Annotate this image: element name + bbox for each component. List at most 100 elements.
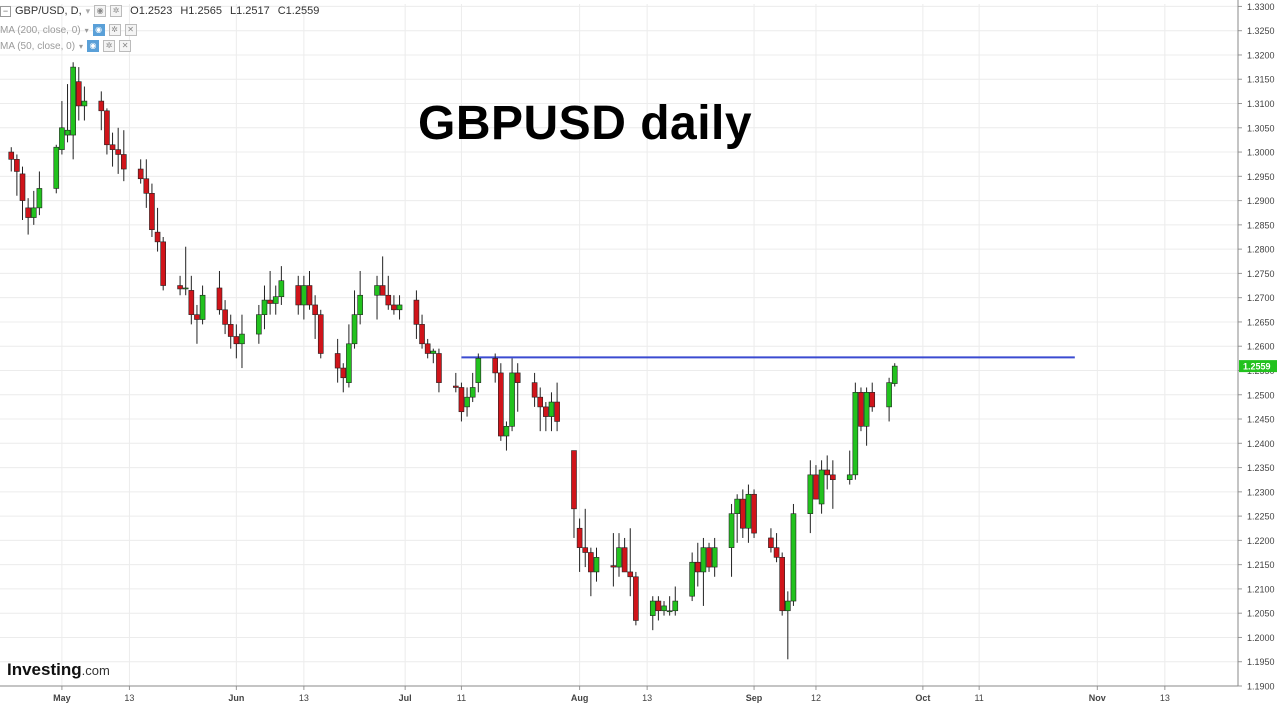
- y-tick-label: 1.1950: [1247, 657, 1275, 667]
- y-tick-label: 1.2450: [1247, 415, 1275, 425]
- candle-body: [706, 547, 712, 568]
- candle-body: [30, 207, 37, 218]
- ma50-gear-icon[interactable]: ✲: [103, 40, 116, 52]
- y-tick-label: 1.2400: [1247, 439, 1275, 449]
- candle-bullish: [59, 101, 65, 155]
- candle-body: [768, 537, 774, 548]
- candle-body: [475, 358, 482, 383]
- candle-body: [109, 144, 116, 150]
- candle-body: [121, 154, 127, 170]
- candle-body: [25, 207, 31, 218]
- x-tick-label: 11: [457, 693, 466, 703]
- y-tick-label: 1.3150: [1247, 75, 1275, 85]
- ma200-gear-icon[interactable]: ✲: [108, 24, 121, 36]
- symbol-label[interactable]: GBP/USD, D,: [15, 5, 82, 17]
- candle-body: [745, 493, 752, 529]
- candle-body: [149, 193, 155, 231]
- candle-body: [751, 493, 757, 534]
- candle-body: [379, 285, 386, 296]
- ma200-label[interactable]: MA (200, close, 0): [0, 24, 81, 36]
- ma200-eye-icon[interactable]: ◉: [92, 24, 105, 36]
- x-tick-label: 13: [1160, 693, 1170, 703]
- candle-bullish: [357, 270, 363, 325]
- ma50-dropdown-icon[interactable]: ▾: [79, 41, 84, 51]
- candle-bullish: [475, 353, 482, 393]
- candle-bearish: [424, 338, 431, 359]
- ma200-dropdown-icon[interactable]: ▾: [84, 25, 89, 35]
- candle-body: [492, 358, 499, 374]
- candle-bullish: [351, 290, 358, 349]
- candle-bearish: [98, 91, 105, 131]
- ohlc-close: C1.2559: [277, 5, 320, 17]
- candle-body: [728, 513, 735, 548]
- gear-icon[interactable]: ✲: [110, 5, 123, 17]
- ma50-close-icon[interactable]: ✕: [119, 40, 132, 52]
- candle-body: [627, 571, 634, 578]
- candle-bearish: [768, 528, 774, 553]
- candle-body: [830, 474, 836, 481]
- candle-body: [227, 324, 234, 337]
- y-tick-label: 1.1900: [1247, 682, 1275, 692]
- y-tick-label: 1.2850: [1247, 220, 1275, 230]
- candle-bearish: [458, 382, 465, 422]
- candle-body: [413, 299, 420, 325]
- candle-bullish: [891, 363, 898, 387]
- candle-bearish: [216, 270, 223, 315]
- candle-bearish: [19, 166, 26, 221]
- chart-title: GBPUSD daily: [418, 97, 753, 150]
- y-tick-label: 1.2600: [1247, 342, 1275, 352]
- candle-bearish: [537, 387, 544, 432]
- y-tick-label: 1.2100: [1247, 584, 1275, 594]
- candle-body: [104, 110, 110, 146]
- candle-bullish: [70, 62, 76, 160]
- candle-bearish: [543, 402, 549, 432]
- candle-bullish: [374, 275, 380, 320]
- candle-bullish: [469, 372, 476, 403]
- candle-bullish: [548, 392, 555, 432]
- candle-bullish: [886, 377, 892, 422]
- candle-body: [824, 469, 831, 476]
- candle-body: [188, 290, 195, 315]
- candle-body: [858, 392, 864, 427]
- ma50-label[interactable]: MA (50, close, 0): [0, 40, 76, 52]
- candle-body: [340, 367, 347, 379]
- collapse-icon[interactable]: −: [0, 5, 11, 17]
- ma50-eye-icon[interactable]: ◉: [87, 40, 100, 52]
- x-tick-label: May: [53, 693, 71, 703]
- candle-bearish: [830, 460, 836, 509]
- candle-bullish: [711, 537, 718, 577]
- candle-bearish: [610, 533, 617, 587]
- x-tick-label: Sep: [746, 693, 763, 703]
- ma200-close-icon[interactable]: ✕: [124, 24, 137, 36]
- time-axis: May 13 Jun 13 Jul 11 Aug 13 Sep 12 Oct 11 Nov 13: [0, 685, 1238, 703]
- candle-body: [886, 382, 892, 408]
- candle-body: [807, 474, 814, 514]
- candle-body: [261, 299, 268, 315]
- candle-body: [391, 304, 397, 311]
- candle-body: [8, 151, 15, 160]
- symbol-dropdown-icon[interactable]: ▾: [85, 5, 91, 16]
- ohlc-low: L1.2517: [229, 5, 270, 17]
- candle-body: [14, 159, 20, 172]
- candle-bearish: [576, 518, 583, 572]
- candle-body: [785, 600, 791, 612]
- candle-body: [582, 547, 589, 553]
- candle-body: [649, 600, 656, 616]
- candle-body: [194, 314, 200, 320]
- candle-body: [53, 146, 60, 189]
- eye-icon[interactable]: ◉: [94, 5, 107, 17]
- candle-bearish: [571, 450, 577, 538]
- candle-body: [64, 129, 71, 136]
- y-tick-label: 1.2750: [1247, 269, 1275, 279]
- candle-bearish: [391, 295, 397, 315]
- y-tick-label: 1.2700: [1247, 293, 1275, 303]
- x-tick-label: Oct: [915, 693, 930, 703]
- candle-body: [430, 350, 437, 354]
- y-tick-label: 1.2150: [1247, 560, 1275, 570]
- y-tick-label: 1.2950: [1247, 172, 1275, 182]
- candle-body: [19, 173, 26, 201]
- candle-bullish: [278, 266, 285, 305]
- candle-bearish: [177, 275, 183, 296]
- candle-body: [655, 600, 662, 612]
